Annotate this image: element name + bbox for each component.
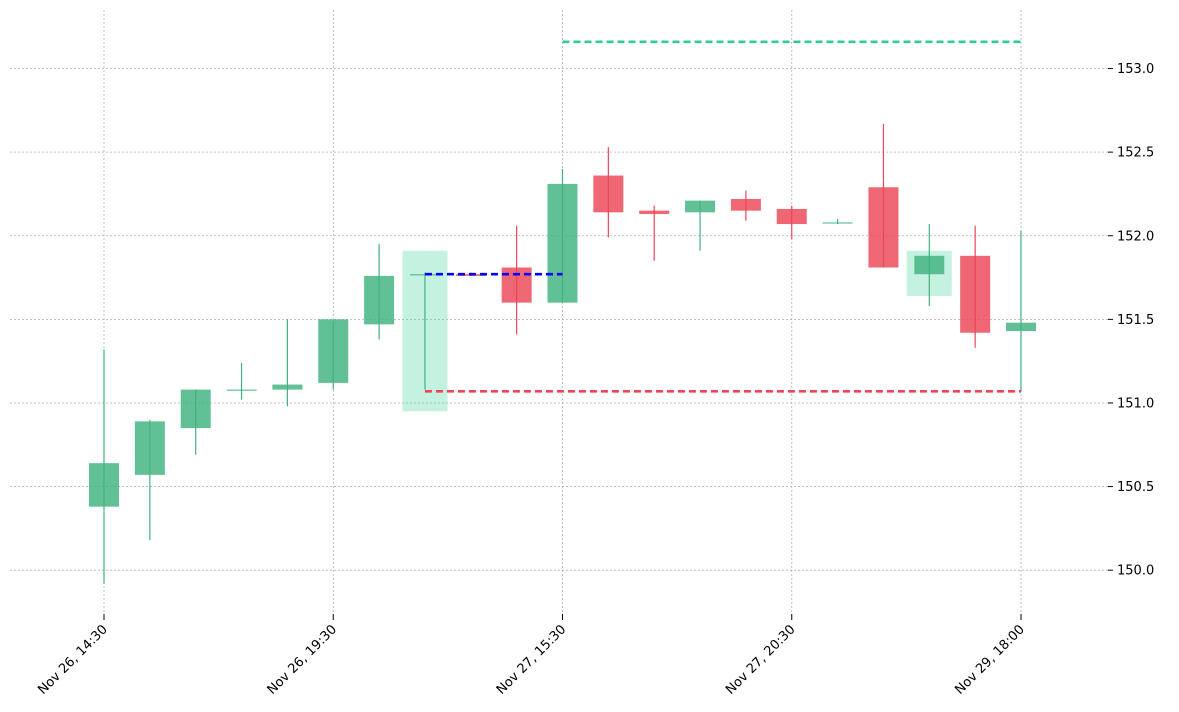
candle-body-up bbox=[226, 389, 257, 391]
candle-body-down bbox=[730, 198, 761, 211]
candle-body-up bbox=[914, 255, 945, 275]
candle-body-up bbox=[134, 421, 165, 475]
candle-body-down bbox=[639, 210, 670, 215]
y-tick-label: 150.5 bbox=[1117, 480, 1154, 495]
candle bbox=[89, 349, 119, 584]
candle-body-up bbox=[685, 200, 716, 213]
candle-body-up bbox=[318, 319, 349, 383]
candle bbox=[501, 225, 532, 335]
candle bbox=[547, 168, 578, 303]
candle-body-down bbox=[776, 208, 807, 225]
candle bbox=[1006, 230, 1036, 392]
y-tick-label: 151.5 bbox=[1117, 313, 1154, 328]
candle bbox=[318, 319, 349, 390]
y-tick-label: 151.0 bbox=[1117, 396, 1154, 411]
candle-body-up bbox=[180, 389, 211, 429]
reference-line-layer bbox=[424, 40, 1021, 393]
candle-body-down bbox=[868, 187, 899, 268]
candle-body-up bbox=[272, 384, 303, 390]
axis-layer: 150.0 150.5 151.0 151.5 152.0 152.5 153.0 Nov 2… bbox=[35, 62, 1154, 698]
candle-body-up bbox=[364, 275, 395, 325]
candle-layer bbox=[89, 123, 1036, 584]
x-tick-label: Nov 29, 18:00 bbox=[952, 622, 1028, 698]
candle-body-up bbox=[822, 222, 853, 224]
candle bbox=[868, 123, 899, 268]
candle-body-down bbox=[593, 175, 624, 213]
candle bbox=[776, 205, 807, 240]
candle bbox=[914, 224, 945, 306]
candle-body-down bbox=[960, 255, 991, 333]
candle-body-up bbox=[1006, 322, 1036, 332]
candle bbox=[272, 319, 303, 407]
candle-body-down bbox=[501, 267, 532, 303]
candle bbox=[134, 419, 165, 541]
x-tick-label: Nov 27, 20:30 bbox=[723, 622, 799, 698]
candle bbox=[593, 147, 624, 238]
x-tick-label: Nov 26, 19:30 bbox=[265, 622, 341, 698]
y-tick-label: 152.0 bbox=[1117, 229, 1154, 244]
y-tick-label: 150.0 bbox=[1117, 564, 1154, 579]
candle bbox=[180, 389, 211, 455]
x-tick-label: Nov 26, 14:30 bbox=[35, 622, 111, 698]
candle bbox=[960, 225, 991, 348]
x-tick-label: Nov 27, 15:30 bbox=[494, 622, 570, 698]
candle bbox=[685, 200, 716, 251]
y-tick-label: 152.5 bbox=[1117, 146, 1154, 161]
candle-body-up bbox=[89, 463, 119, 507]
candle bbox=[822, 219, 853, 225]
grid-layer bbox=[10, 10, 1108, 612]
candle bbox=[364, 244, 395, 340]
candle bbox=[639, 205, 670, 261]
candle-body-up bbox=[547, 183, 578, 303]
y-tick-label: 153.0 bbox=[1117, 62, 1154, 77]
candle bbox=[226, 362, 257, 400]
candle bbox=[730, 190, 761, 221]
